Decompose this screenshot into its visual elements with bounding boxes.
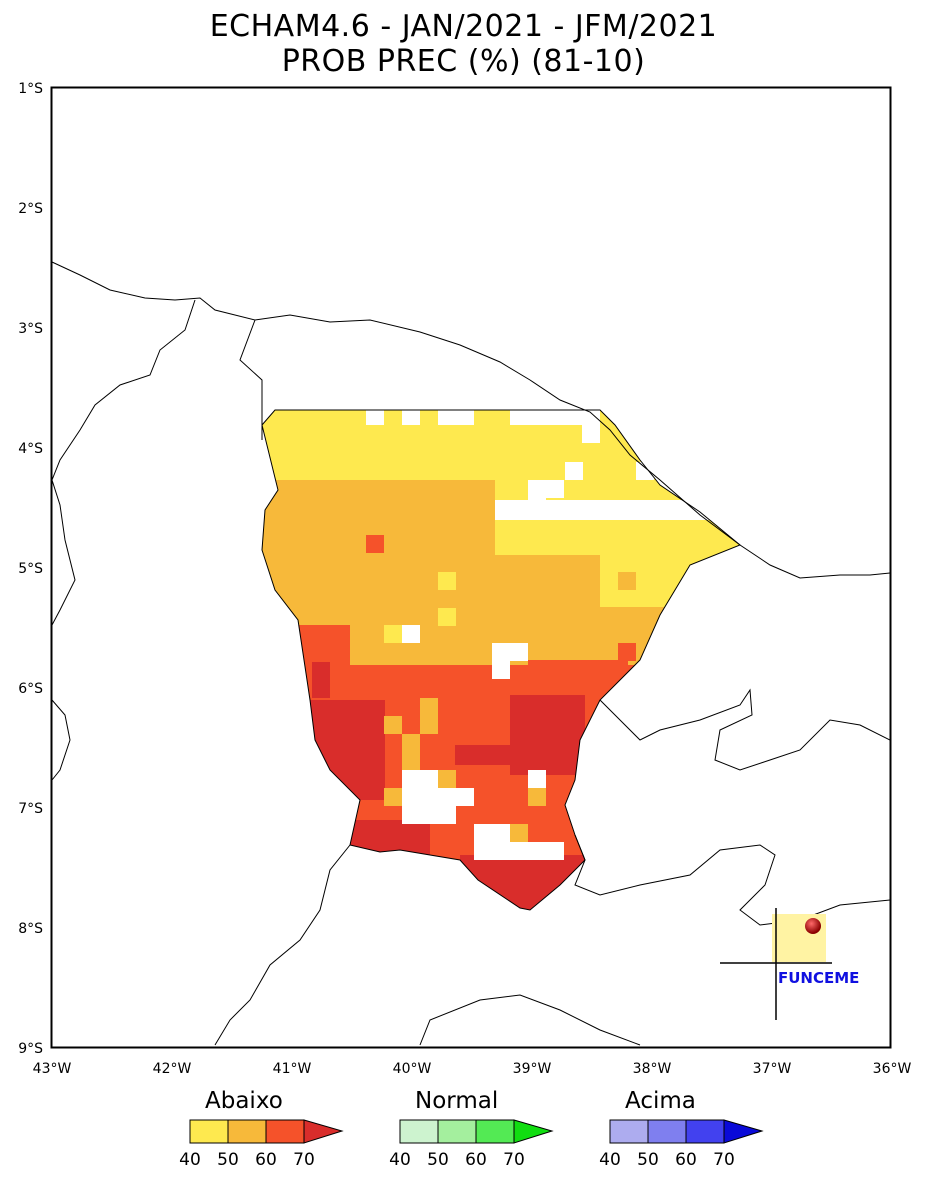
probability-cell-empty	[402, 410, 420, 425]
legend-acima-bar	[609, 1119, 764, 1144]
probability-cell-band	[455, 745, 515, 765]
map-title-line1: ECHAM4.6 - JAN/2021 - JFM/2021	[209, 9, 718, 44]
probability-cell	[618, 572, 636, 590]
legend-abaixo: Abaixo 40 50 60 70	[179, 1086, 385, 1181]
probability-cell-empty	[402, 625, 420, 643]
probability-cell	[420, 698, 438, 734]
y-tick-label: 7°S	[18, 801, 43, 817]
y-tick-label: 8°S	[18, 921, 43, 937]
probability-cell-empty	[528, 770, 546, 788]
probability-cell-empty	[402, 770, 438, 788]
ceara-state-outline	[261, 409, 741, 911]
x-tick-label: 43°W	[33, 1061, 72, 1077]
probability-cell-empty	[636, 462, 654, 480]
probability-cell	[438, 770, 456, 788]
probability-cell-empty	[366, 410, 384, 425]
probability-cell	[510, 824, 528, 842]
y-tick-label: 3°S	[18, 321, 43, 337]
probability-cell-empty	[402, 806, 456, 824]
legend-normal: Normal 40 50 60 70	[389, 1086, 595, 1181]
legend-normal-tick-40: 40	[389, 1150, 411, 1170]
legend-abaixo-tick-70: 70	[293, 1150, 315, 1170]
probability-cell-empty	[438, 410, 474, 425]
probability-cell-band	[262, 480, 495, 520]
south-border	[419, 994, 641, 1046]
probability-cell-empty	[474, 842, 564, 860]
probability-cell-empty	[402, 788, 474, 806]
probability-cell-band	[262, 555, 600, 625]
legend-abaixo-tick-60: 60	[255, 1150, 277, 1170]
legend-acima-tick-60: 60	[675, 1150, 697, 1170]
probability-cell	[528, 788, 546, 806]
y-tick-label: 2°S	[18, 201, 43, 217]
probability-cell-empty	[492, 661, 510, 679]
x-axis-ticks: 43°W 42°W 41°W 40°W 39°W 38°W 37°W 36°W	[33, 1061, 912, 1077]
x-tick-label: 37°W	[753, 1061, 792, 1077]
probability-cell	[438, 572, 456, 590]
probability-cell-empty	[582, 425, 600, 443]
probability-cell-empty	[528, 480, 564, 498]
pe-west-border	[214, 844, 351, 1046]
west-border	[51, 699, 71, 781]
legend-abaixo-title: Abaixo	[205, 1088, 283, 1114]
legend-acima-tick-70: 70	[713, 1150, 735, 1170]
boundary-lines	[51, 261, 891, 1046]
pe-north-border	[574, 834, 891, 926]
y-tick-label: 1°S	[18, 81, 43, 97]
y-tick-label: 6°S	[18, 681, 43, 697]
x-tick-label: 36°W	[873, 1061, 912, 1077]
y-axis-ticks: 1°S 2°S 3°S 4°S 5°S 6°S 7°S 8°S 9°S	[18, 81, 43, 1057]
probability-cell	[366, 535, 384, 553]
probability-cell	[384, 788, 402, 806]
probability-cell	[618, 643, 636, 661]
x-tick-label: 40°W	[393, 1061, 432, 1077]
probability-cell-empty	[528, 498, 546, 516]
y-tick-label: 4°S	[18, 441, 43, 457]
y-tick-label: 9°S	[18, 1041, 43, 1057]
x-tick-label: 39°W	[513, 1061, 552, 1077]
probability-cell-empty	[510, 410, 600, 425]
probability-cell-band	[330, 820, 430, 880]
legend-acima: Acima 40 50 60 70	[599, 1086, 805, 1181]
piaui-border	[239, 319, 263, 440]
plot-frame	[50, 86, 892, 1049]
legend-acima-tick-40: 40	[599, 1150, 621, 1170]
funceme-logo: FUNCEME	[720, 908, 859, 1020]
probability-cell	[546, 752, 582, 770]
x-tick-label: 42°W	[153, 1061, 192, 1077]
legend-abaixo-tick-50: 50	[217, 1150, 239, 1170]
funceme-label: FUNCEME	[778, 969, 859, 987]
legend-abaixo-tick-40: 40	[179, 1150, 201, 1170]
probability-cell-band	[460, 855, 600, 910]
coastline	[51, 261, 891, 579]
probability-cell	[402, 734, 420, 770]
x-tick-label: 38°W	[633, 1061, 672, 1077]
legend-abaixo-bar	[189, 1119, 344, 1144]
probability-cell-band	[495, 520, 740, 555]
probability-cell	[384, 625, 402, 643]
maranhao-border	[51, 299, 196, 626]
legend-acima-tick-50: 50	[637, 1150, 659, 1170]
legend-normal-tick-70: 70	[503, 1150, 525, 1170]
probability-grid	[262, 410, 740, 910]
probability-cell-band	[300, 700, 385, 800]
legend-acima-title: Acima	[625, 1088, 696, 1114]
legend-normal-title: Normal	[415, 1088, 499, 1114]
pb-border	[599, 688, 891, 771]
legend-normal-bar	[399, 1119, 554, 1144]
probability-cell	[312, 662, 330, 698]
map-title-line2: PROB PREC (%) (81-10)	[281, 44, 646, 79]
legend-normal-tick-60: 60	[465, 1150, 487, 1170]
y-tick-label: 5°S	[18, 561, 43, 577]
probability-cell-empty	[474, 824, 510, 842]
legend-normal-tick-50: 50	[427, 1150, 449, 1170]
probability-cell-empty	[492, 643, 528, 661]
x-tick-label: 41°W	[273, 1061, 312, 1077]
probability-cell	[384, 716, 402, 734]
probability-cell-empty	[565, 462, 583, 480]
probability-cell	[438, 608, 456, 626]
